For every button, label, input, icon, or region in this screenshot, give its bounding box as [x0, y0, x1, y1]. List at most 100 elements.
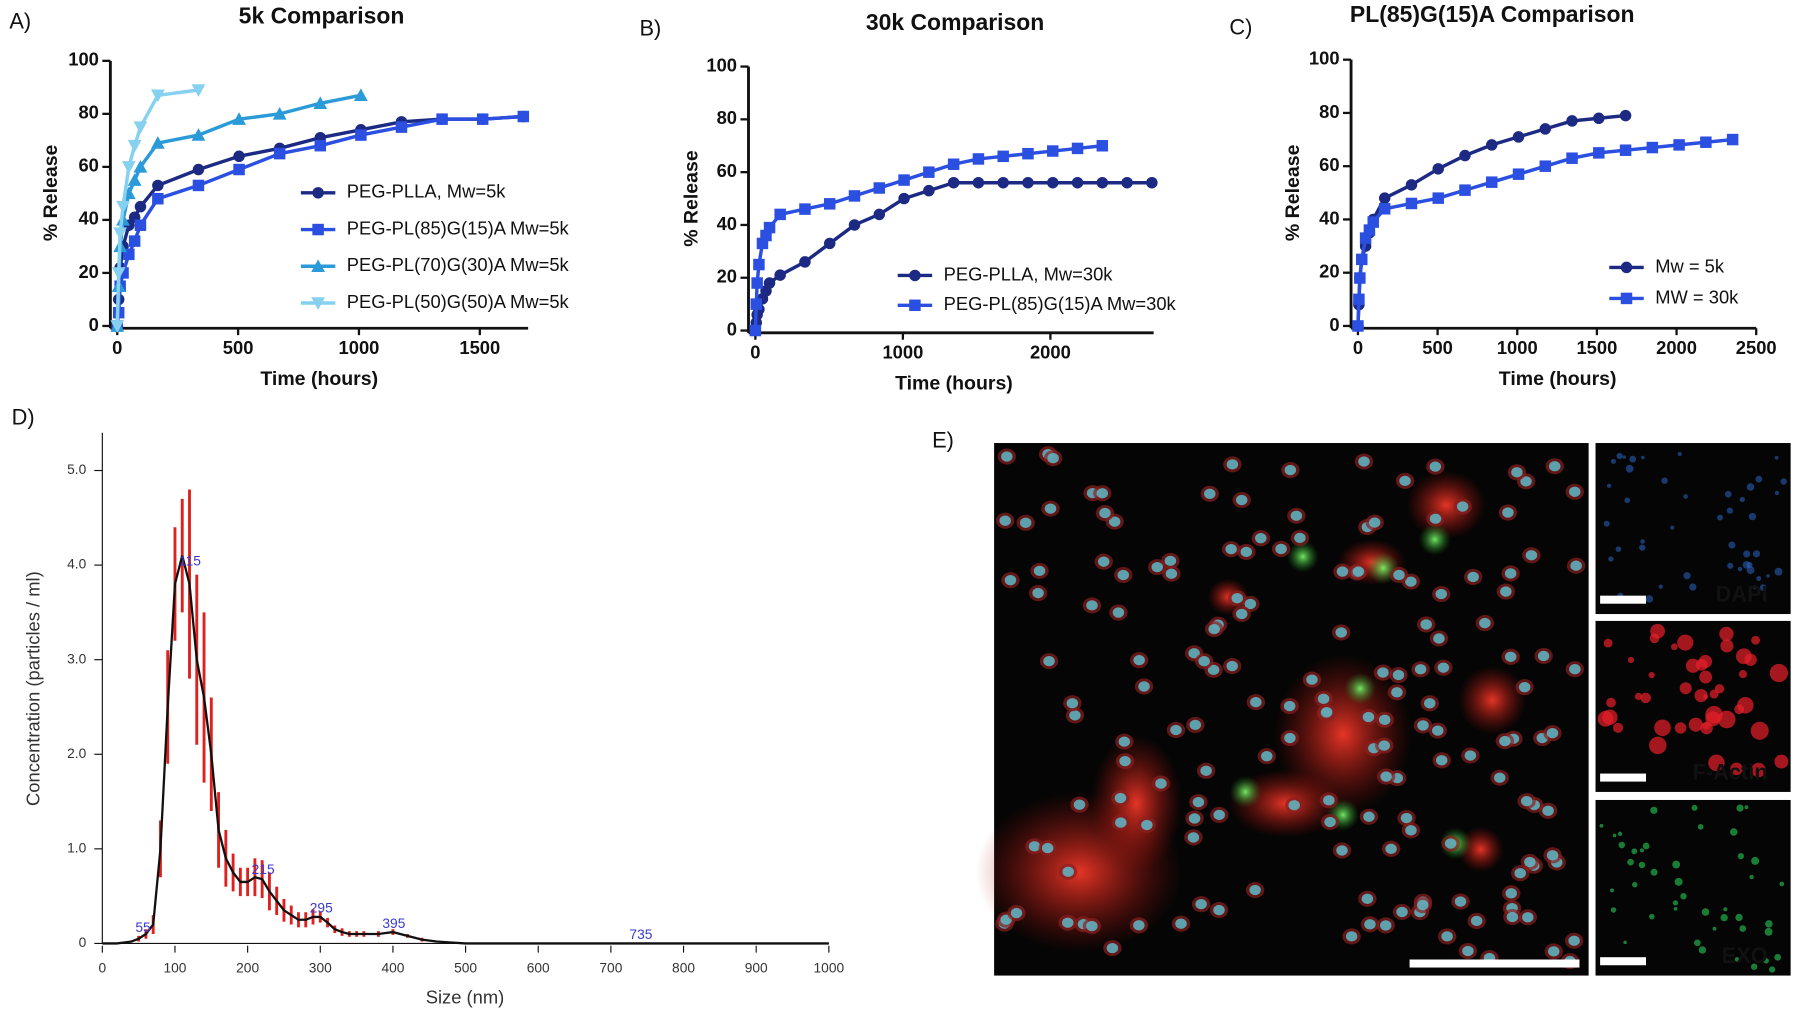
- channel-label: EXO: [1722, 943, 1768, 968]
- marker: [1459, 149, 1471, 162]
- cell-nucleus: [1462, 945, 1474, 957]
- x-tick-label: 1000: [814, 960, 845, 975]
- series-line: [115, 88, 199, 327]
- x-tick-label: 1500: [459, 337, 500, 358]
- cell-nucleus: [1213, 904, 1225, 916]
- marker: [127, 173, 142, 186]
- cell-nucleus: [1336, 566, 1349, 577]
- marker: [760, 229, 772, 242]
- legend-marker: [311, 297, 325, 310]
- marker: [1096, 176, 1109, 189]
- legend-label: PEG-PL(85)G(15)A Mw=5k: [347, 217, 570, 238]
- peak-label: 55: [135, 920, 151, 935]
- channel-dot: [1683, 494, 1688, 499]
- legend-label: PEG-PLLA, Mw=30k: [944, 263, 1114, 284]
- cell-nucleus: [1306, 674, 1318, 685]
- cell-nucleus: [1417, 720, 1429, 731]
- cell-nucleus: [1429, 461, 1442, 472]
- y-tick-label: 60: [717, 160, 737, 181]
- channel-dot: [1650, 868, 1658, 876]
- y-tick-label: 40: [1319, 207, 1339, 228]
- cell-nucleus: [1569, 486, 1581, 497]
- channel-dot: [1739, 925, 1747, 932]
- marker: [1353, 293, 1365, 306]
- channel-dot: [1694, 688, 1708, 703]
- channel-dot: [1727, 562, 1734, 569]
- channel-dot: [1641, 455, 1645, 460]
- marker: [436, 113, 448, 125]
- cell-nucleus: [1568, 935, 1580, 946]
- cell-nucleus: [1114, 792, 1127, 804]
- marker: [150, 136, 165, 149]
- y-tick-label: 0: [89, 314, 99, 335]
- marker: [191, 128, 206, 141]
- cell-nucleus: [1062, 917, 1074, 928]
- cell-nucleus: [1283, 700, 1296, 712]
- scale-bar: [1600, 595, 1647, 604]
- channel-dot: [1640, 539, 1645, 544]
- cell-nucleus: [1361, 893, 1374, 904]
- marker: [763, 221, 776, 234]
- marker: [133, 159, 148, 173]
- cell-nucleus: [1548, 946, 1560, 957]
- y-tick-label: 20: [717, 266, 737, 287]
- marker: [750, 298, 763, 310]
- marker: [150, 89, 165, 103]
- marker: [749, 324, 762, 337]
- cell-nucleus: [1133, 920, 1145, 931]
- marker: [873, 182, 886, 194]
- cell-nucleus: [1320, 706, 1333, 718]
- cell-nucleus: [1086, 920, 1098, 932]
- channel-dot: [1603, 520, 1610, 527]
- marker: [233, 150, 245, 163]
- channel-dot: [1735, 648, 1752, 665]
- marker: [1378, 203, 1391, 215]
- channel-dot: [1735, 913, 1743, 922]
- channel-dot: [1625, 464, 1634, 473]
- channel-dot: [1608, 556, 1614, 562]
- cell-nucleus: [1170, 724, 1182, 736]
- channel-dot: [1615, 546, 1622, 552]
- cell-nucleus: [1569, 664, 1581, 675]
- cell-nucleus: [1548, 461, 1561, 472]
- cell-nucleus: [1437, 662, 1450, 673]
- cell-nucleus: [1187, 832, 1200, 843]
- chart-title: PL(85)G(15)A Comparison: [1350, 1, 1635, 27]
- cell-nucleus: [1033, 565, 1046, 577]
- legend-label: Mw = 5k: [1655, 255, 1725, 276]
- y-tick-label: 1.0: [67, 840, 86, 855]
- y-tick-label: 5.0: [67, 462, 86, 477]
- channel-dot: [1737, 566, 1743, 572]
- panel-label: E): [932, 428, 954, 453]
- cell-nucleus: [1192, 796, 1205, 808]
- cell-nucleus: [1336, 845, 1348, 856]
- y-tick-label: 100: [706, 54, 737, 75]
- x-tick-label: 500: [223, 337, 254, 358]
- channel-dot: [1699, 670, 1713, 684]
- peak-label: 735: [629, 927, 652, 942]
- cell-nucleus: [1032, 587, 1044, 599]
- cell-nucleus: [1546, 727, 1559, 739]
- y-tick-label: 80: [78, 102, 98, 123]
- cell-nucleus: [1164, 555, 1177, 567]
- marker: [756, 237, 769, 250]
- cell-nucleus: [1195, 898, 1207, 910]
- marker: [1566, 152, 1578, 164]
- channel-dot: [1623, 940, 1627, 945]
- marker: [774, 208, 786, 221]
- cell-nucleus: [1275, 543, 1287, 555]
- y-tick-label: 80: [1319, 101, 1339, 122]
- channel-dot: [1632, 881, 1638, 888]
- cell-nucleus: [1405, 576, 1417, 587]
- marker: [923, 166, 935, 178]
- y-axis-label: % Release: [40, 144, 62, 241]
- y-tick-label: 60: [1319, 154, 1339, 175]
- legend-marker: [312, 187, 324, 199]
- channel-dot: [1738, 670, 1748, 679]
- marker: [751, 277, 763, 289]
- cell-nucleus: [1108, 516, 1121, 527]
- legend-label: PEG-PL(50)G(50)A Mw=5k: [347, 291, 570, 312]
- x-axis-label: Time (hours): [260, 368, 378, 390]
- marker: [314, 139, 327, 152]
- marker: [110, 320, 125, 333]
